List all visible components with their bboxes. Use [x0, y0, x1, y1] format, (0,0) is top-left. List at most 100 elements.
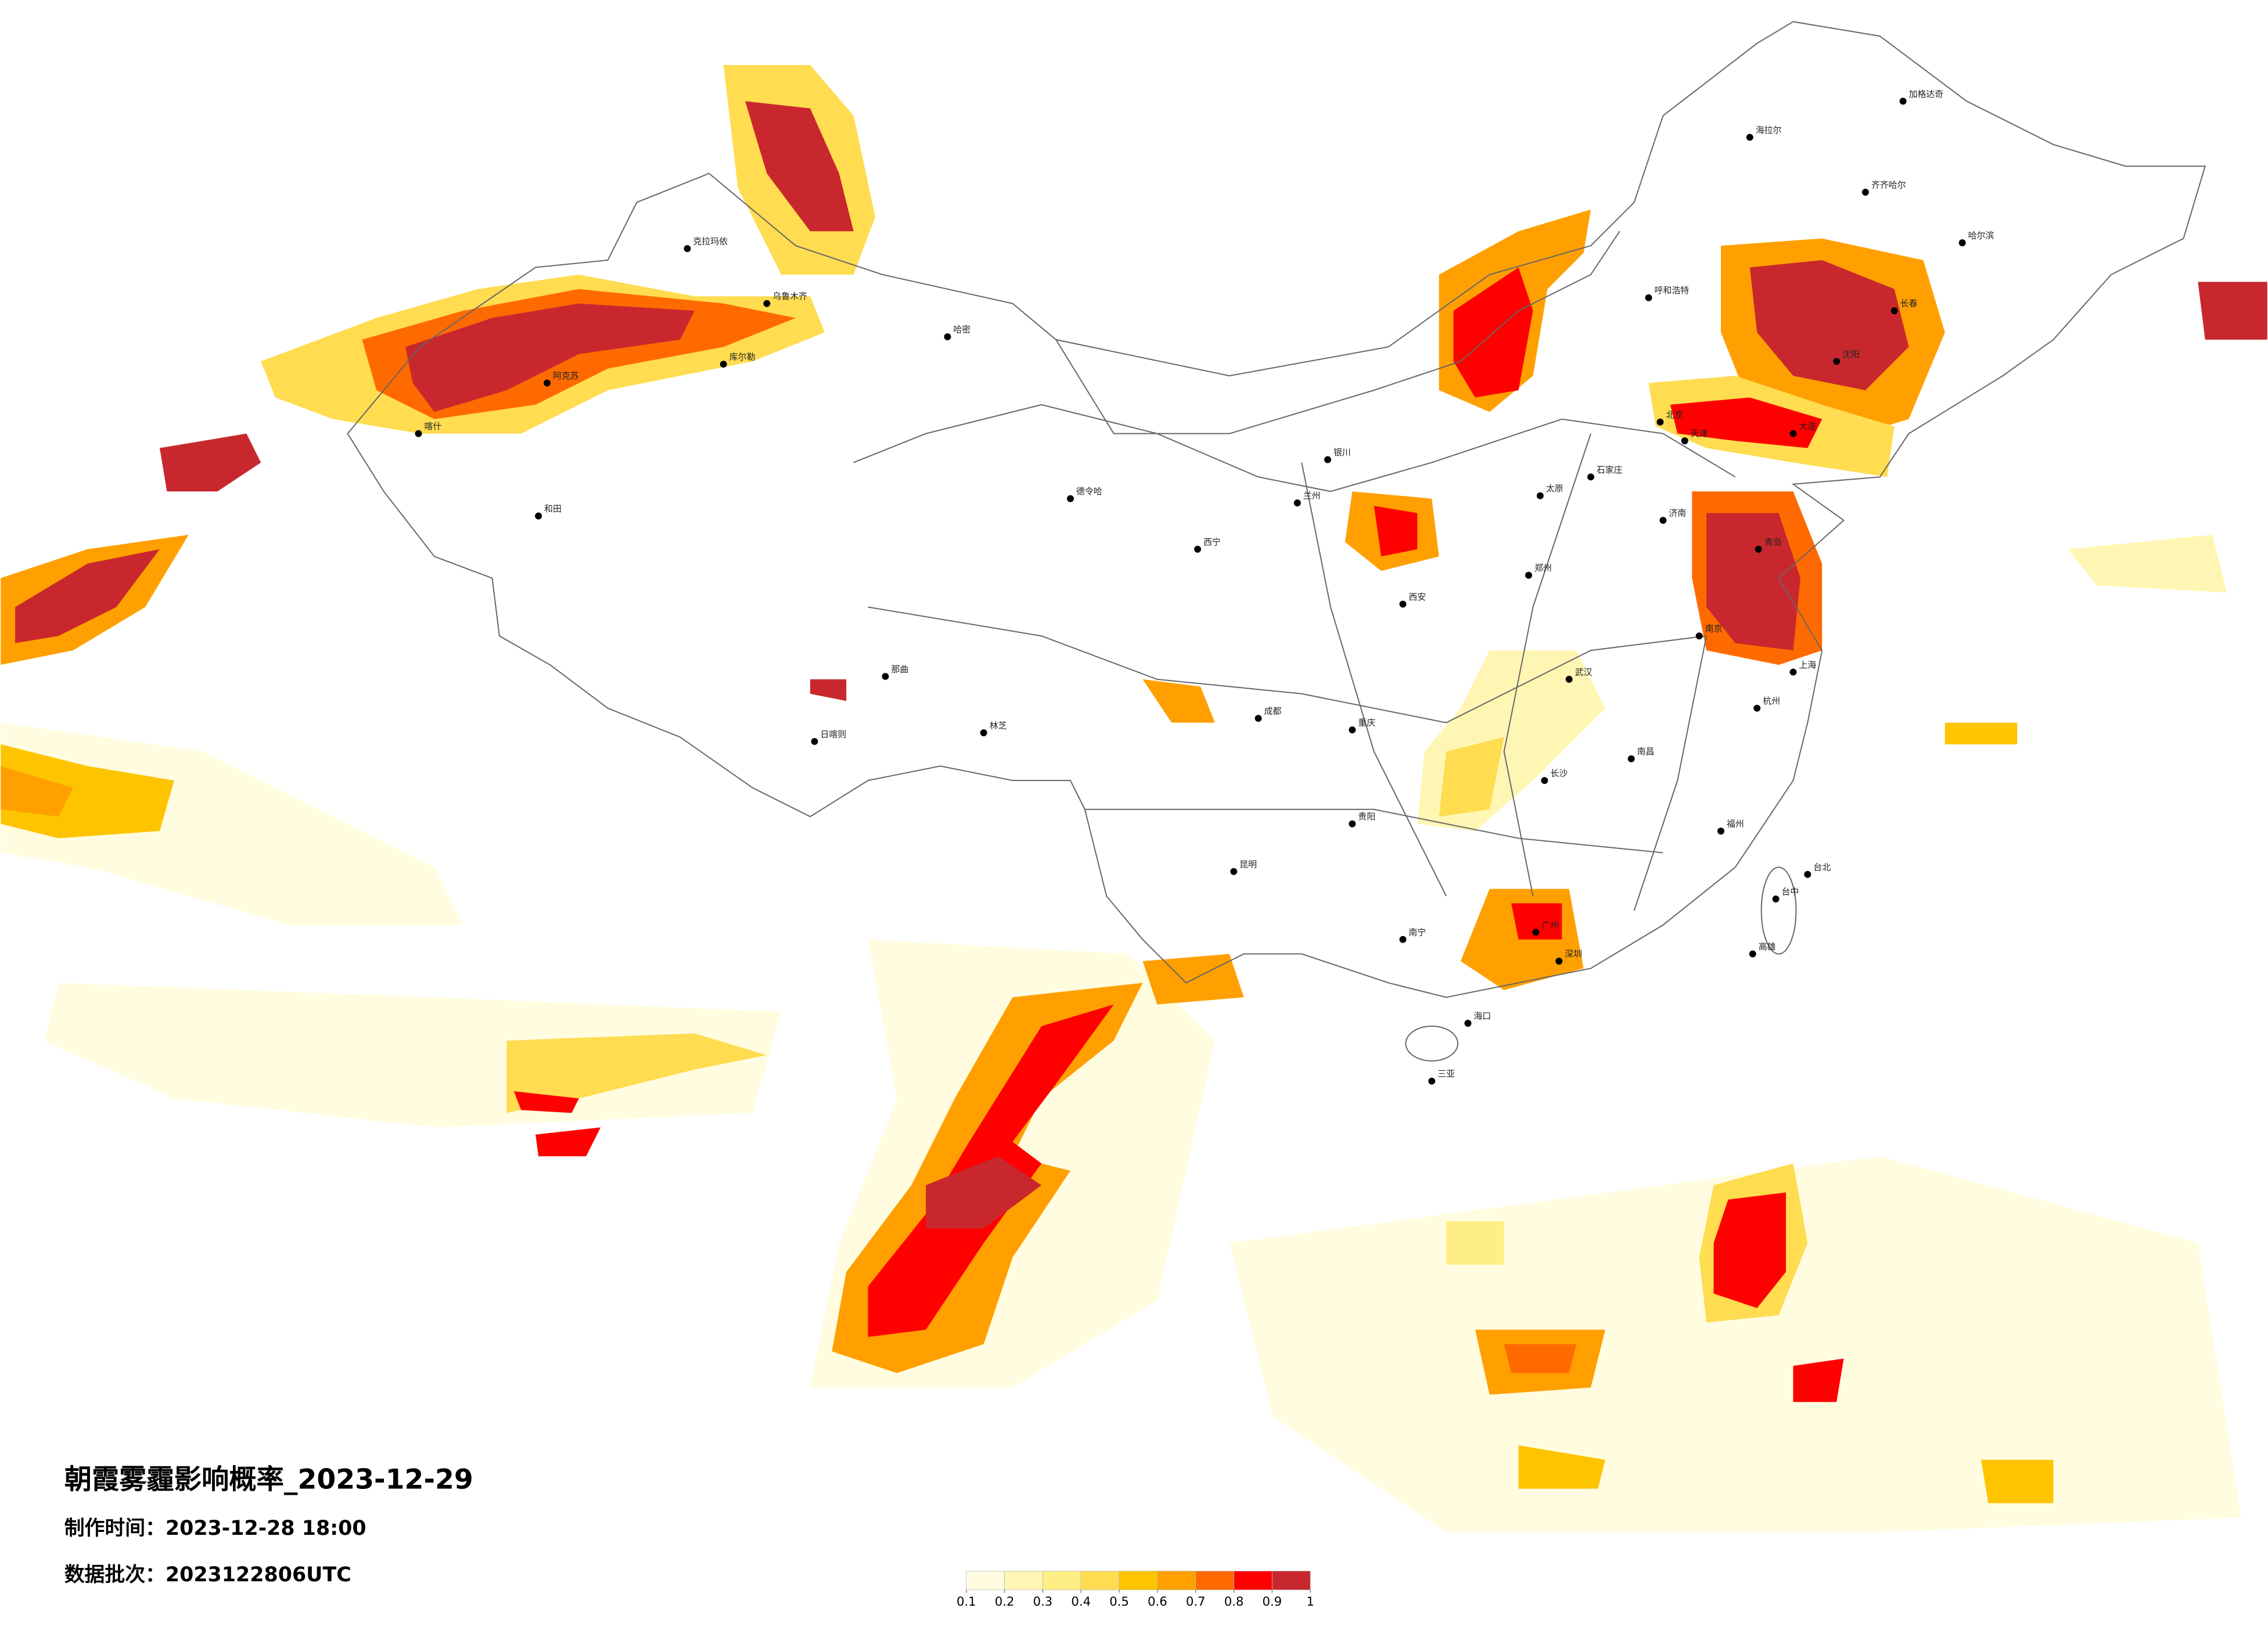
- city-dot: [1587, 473, 1594, 481]
- legend-tick-label: 1: [1306, 1594, 1314, 1609]
- legend-tick-label: 0.1: [957, 1594, 976, 1609]
- city-dot: [1428, 1077, 1436, 1085]
- city-label: 南京: [1705, 624, 1723, 634]
- city-dot: [1349, 726, 1356, 733]
- city-label: 太原: [1546, 483, 1563, 494]
- city-dot: [1772, 895, 1780, 903]
- city-label: 海拉尔: [1756, 125, 1782, 135]
- city-label: 高雄: [1759, 941, 1776, 952]
- city-dot: [1789, 668, 1797, 676]
- city-dot: [944, 333, 951, 340]
- boundaries: [347, 21, 2206, 1062]
- city-dot: [1755, 545, 1762, 553]
- city-label: 深圳: [1565, 949, 1582, 959]
- city-label: 库尔勒: [729, 352, 756, 362]
- city-dot: [1717, 828, 1724, 835]
- legend-tick-label: 0.5: [1109, 1594, 1129, 1609]
- city-dot: [1464, 1020, 1472, 1027]
- city-label: 郑州: [1534, 563, 1552, 573]
- city-label: 哈密: [953, 324, 971, 334]
- city-label: 林芝: [990, 720, 1007, 731]
- city-dot: [1293, 499, 1301, 507]
- map-title: 朝霞雾霾影响概率_2023-12-29: [64, 1464, 473, 1496]
- city-dot: [1399, 600, 1407, 608]
- city-label: 重庆: [1358, 717, 1375, 728]
- city-dot: [1958, 239, 1966, 247]
- city-dot: [1656, 418, 1664, 426]
- city-dot: [684, 245, 691, 253]
- city-label: 银川: [1334, 447, 1351, 458]
- city-label: 天津: [1691, 429, 1708, 439]
- city-label: 福州: [1727, 819, 1744, 829]
- city-label: 贵阳: [1358, 811, 1375, 822]
- legend-swatch: [1004, 1571, 1043, 1591]
- city-label: 上海: [1799, 660, 1816, 670]
- made-time: 制作时间：2023-12-28 18:00: [64, 1517, 366, 1540]
- city-label: 和田: [544, 503, 562, 514]
- city-dot: [1890, 307, 1898, 315]
- city-dot: [763, 300, 771, 307]
- legend-tick-label: 0.8: [1224, 1594, 1244, 1609]
- legend-swatch: [1195, 1571, 1234, 1591]
- city-dot: [1746, 134, 1753, 141]
- legend-swatch: [1271, 1571, 1311, 1591]
- city-dot: [1645, 294, 1652, 301]
- city-label: 喀什: [424, 421, 441, 431]
- legend-swatch: [1043, 1571, 1081, 1591]
- legend-swatch: [1119, 1571, 1158, 1591]
- city-label: 日喀则: [820, 729, 846, 739]
- city-dot: [544, 379, 551, 387]
- city-label: 兰州: [1303, 491, 1321, 501]
- city-dot: [1536, 492, 1544, 499]
- legend-swatch: [1234, 1571, 1273, 1591]
- city-dot: [1541, 777, 1548, 784]
- legend: 0.1 0.2 0.3 0.4 0.5 0.6 0.7 0.8 0.9 1: [957, 1571, 1314, 1609]
- city-dot: [1349, 820, 1356, 828]
- legend-swatch: [966, 1571, 1005, 1591]
- city-label: 克拉玛依: [693, 236, 728, 247]
- legend-tick-label: 0.7: [1186, 1594, 1206, 1609]
- city-label: 大连: [1799, 421, 1816, 431]
- city-label: 昆明: [1239, 859, 1257, 869]
- legend-tick-label: 0.3: [1033, 1594, 1053, 1609]
- city-dot: [1194, 545, 1201, 553]
- city-label: 广州: [1541, 920, 1559, 930]
- city-label: 哈尔滨: [1968, 231, 1994, 241]
- city-dot: [1749, 950, 1756, 958]
- city-dot: [535, 512, 542, 520]
- legend-tick-label: 0.6: [1148, 1594, 1167, 1609]
- city-label: 长沙: [1550, 768, 1568, 779]
- city-label: 那曲: [891, 664, 908, 674]
- city-label: 北京: [1666, 409, 1683, 420]
- city-dot: [1399, 936, 1407, 943]
- city-label: 德令哈: [1076, 486, 1102, 497]
- city-label: 台北: [1813, 862, 1831, 872]
- city-label: 南昌: [1637, 746, 1655, 757]
- city-dot: [1067, 495, 1074, 502]
- city-dot: [811, 738, 818, 745]
- city-dot: [1532, 929, 1540, 936]
- city-label: 南宁: [1408, 927, 1426, 937]
- city-dot: [1833, 358, 1841, 365]
- city-label: 武汉: [1575, 667, 1593, 677]
- city-dot: [415, 430, 422, 437]
- city-dot: [1861, 189, 1869, 196]
- city-dot: [980, 729, 987, 736]
- city-dot: [1899, 98, 1907, 105]
- city-label: 齐齐哈尔: [1871, 180, 1906, 190]
- city-dot: [882, 672, 889, 680]
- legend-swatch: [1080, 1571, 1120, 1591]
- city-label: 沈阳: [1842, 349, 1860, 359]
- data-batch: 数据批次：2023122806UTC: [64, 1563, 351, 1587]
- city-dot: [720, 361, 727, 368]
- legend-tick-label: 0.2: [995, 1594, 1015, 1609]
- city-label: 西安: [1408, 592, 1426, 602]
- city-dot: [1659, 517, 1667, 524]
- city-dot: [1565, 675, 1573, 683]
- city-label: 济南: [1669, 508, 1686, 519]
- probability-field: [1, 65, 2267, 1533]
- city-label: 成都: [1264, 706, 1282, 717]
- city-label: 加格达奇: [1909, 89, 1944, 99]
